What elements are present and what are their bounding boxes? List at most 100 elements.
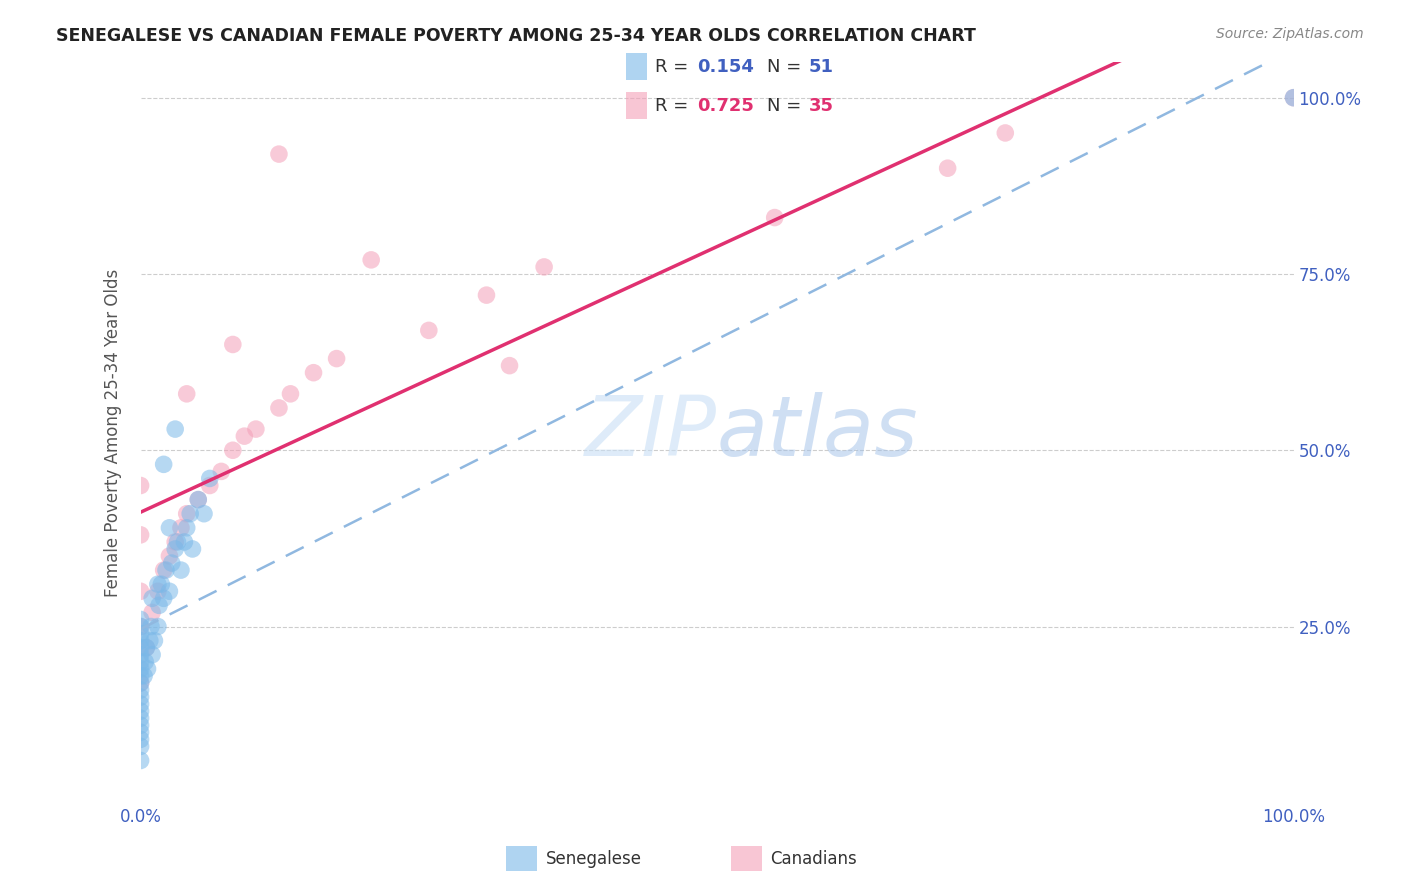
Point [302, 366, 325, 380]
Point [139, 619, 162, 633]
Point [176, 387, 198, 401]
Point [170, 521, 193, 535]
Y-axis label: Female Poverty Among 25-34 Year Olds: Female Poverty Among 25-34 Year Olds [104, 268, 122, 597]
Point [325, 351, 347, 366]
Point [160, 556, 183, 570]
Point [187, 492, 209, 507]
Point [139, 633, 162, 648]
Point [173, 535, 195, 549]
Point [267, 147, 290, 161]
Point [129, 704, 152, 718]
Point [148, 599, 170, 613]
Point [129, 732, 152, 747]
Point [209, 464, 232, 478]
Point [129, 619, 152, 633]
Point [165, 535, 187, 549]
Point [129, 697, 152, 711]
Point [179, 507, 201, 521]
Text: 0.725: 0.725 [697, 96, 754, 114]
Point [198, 471, 221, 485]
Point [129, 739, 152, 754]
Point [129, 478, 152, 492]
Point [159, 584, 180, 599]
Point [159, 549, 180, 563]
Point [763, 211, 786, 225]
Point [129, 754, 152, 768]
Point [181, 541, 204, 556]
Point [165, 541, 187, 556]
Point [129, 640, 152, 655]
Point [136, 662, 159, 676]
Point [418, 323, 440, 337]
Point [475, 288, 498, 302]
Point [129, 655, 152, 669]
Point [280, 387, 302, 401]
Text: Canadians: Canadians [770, 849, 858, 868]
Point [135, 640, 157, 655]
Point [936, 161, 959, 176]
Point [498, 359, 520, 373]
Point [129, 633, 152, 648]
Point [146, 577, 169, 591]
Point [176, 507, 198, 521]
Point [165, 422, 187, 436]
Point [994, 126, 1017, 140]
Text: R =: R = [655, 96, 695, 114]
Point [141, 606, 163, 620]
Point [159, 521, 180, 535]
Point [267, 401, 290, 415]
Point [1282, 91, 1305, 105]
Text: 0.154: 0.154 [697, 58, 754, 76]
Point [245, 422, 267, 436]
Text: 51: 51 [808, 58, 834, 76]
Point [152, 591, 174, 606]
Point [533, 260, 555, 274]
Point [1282, 91, 1305, 105]
Point [155, 563, 177, 577]
Text: ZIP: ZIP [585, 392, 717, 473]
Point [187, 492, 209, 507]
Point [129, 683, 152, 698]
Point [129, 711, 152, 725]
Point [129, 584, 152, 599]
Bar [627, 54, 647, 80]
Point [134, 655, 156, 669]
Point [129, 676, 152, 690]
Point [143, 633, 166, 648]
Bar [627, 92, 647, 120]
Point [141, 648, 163, 662]
Point [146, 584, 169, 599]
Point [152, 458, 174, 472]
Text: R =: R = [655, 58, 695, 76]
Point [198, 478, 221, 492]
Point [129, 676, 152, 690]
Point [135, 640, 157, 655]
Text: Senegalese: Senegalese [546, 849, 641, 868]
Text: N =: N = [766, 58, 807, 76]
Point [129, 528, 152, 542]
Point [129, 690, 152, 704]
Point [129, 648, 152, 662]
Point [129, 718, 152, 732]
Text: N =: N = [766, 96, 807, 114]
Point [129, 662, 152, 676]
Point [360, 252, 382, 267]
Text: 35: 35 [808, 96, 834, 114]
Point [152, 563, 174, 577]
Text: Source: ZipAtlas.com: Source: ZipAtlas.com [1216, 27, 1364, 41]
Point [129, 619, 152, 633]
Point [166, 535, 188, 549]
Point [170, 563, 193, 577]
Point [129, 612, 152, 626]
Text: atlas: atlas [717, 392, 918, 473]
Point [129, 725, 152, 739]
Point [146, 619, 169, 633]
Point [129, 626, 152, 640]
Point [222, 443, 245, 458]
Point [129, 669, 152, 683]
Point [176, 521, 198, 535]
Point [222, 337, 245, 351]
Text: SENEGALESE VS CANADIAN FEMALE POVERTY AMONG 25-34 YEAR OLDS CORRELATION CHART: SENEGALESE VS CANADIAN FEMALE POVERTY AM… [56, 27, 976, 45]
Point [233, 429, 256, 443]
Point [141, 591, 163, 606]
